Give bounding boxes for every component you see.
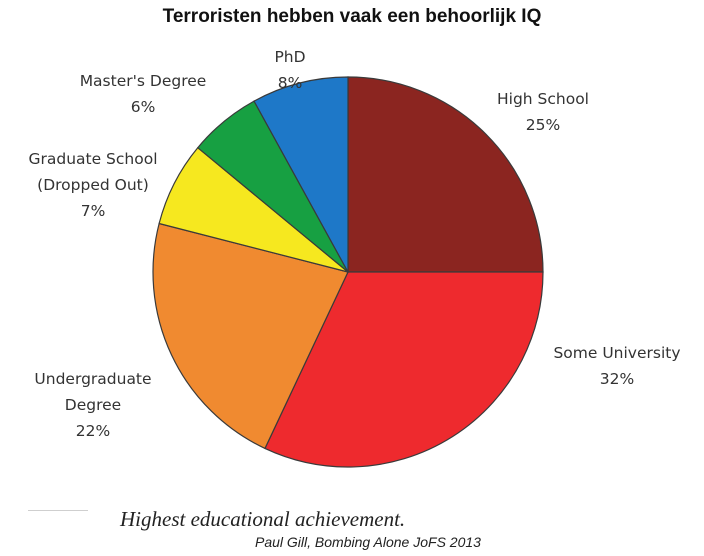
slice-percent: 6%	[130, 98, 156, 116]
slice-name: PhD	[274, 48, 306, 66]
pie-slice-some-university	[264, 271, 544, 468]
slice-label-phd: PhD 8%	[250, 44, 330, 96]
slice-name: Undergraduate	[34, 370, 152, 388]
slice-label-high-school: High School 25%	[478, 86, 608, 138]
pie-slice-undergraduate-degree	[152, 222, 349, 450]
slice-name-line2: Degree	[64, 396, 122, 414]
slice-percent: 8%	[277, 74, 303, 92]
divider-line	[28, 510, 88, 511]
slice-percent: 22%	[75, 422, 111, 440]
slice-percent: 25%	[525, 116, 561, 134]
slice-name: High School	[496, 90, 589, 108]
slice-percent: 32%	[599, 370, 635, 388]
slice-name: Master's Degree	[79, 72, 207, 90]
chart-source: Paul Gill, Bombing Alone JoFS 2013	[255, 534, 481, 550]
slice-label-undergraduate-degree: Undergraduate Degree 22%	[8, 366, 178, 444]
slice-percent: 7%	[80, 202, 106, 220]
slice-name-line2: (Dropped Out)	[37, 176, 149, 194]
pie-slice-high-school	[347, 76, 544, 273]
pie-slice-phd	[253, 76, 349, 273]
slice-label-graduate-school-dropped-out: Graduate School (Dropped Out) 7%	[4, 146, 182, 224]
slice-name: Graduate School	[28, 150, 158, 168]
slice-label-some-university: Some University 32%	[532, 340, 702, 392]
chart-title: Terroristen hebben vaak een behoorlijk I…	[162, 6, 542, 27]
chart-caption: Highest educational achievement.	[120, 507, 406, 531]
slice-label-masters-degree: Master's Degree 6%	[58, 68, 228, 120]
slice-name: Some University	[553, 344, 681, 362]
